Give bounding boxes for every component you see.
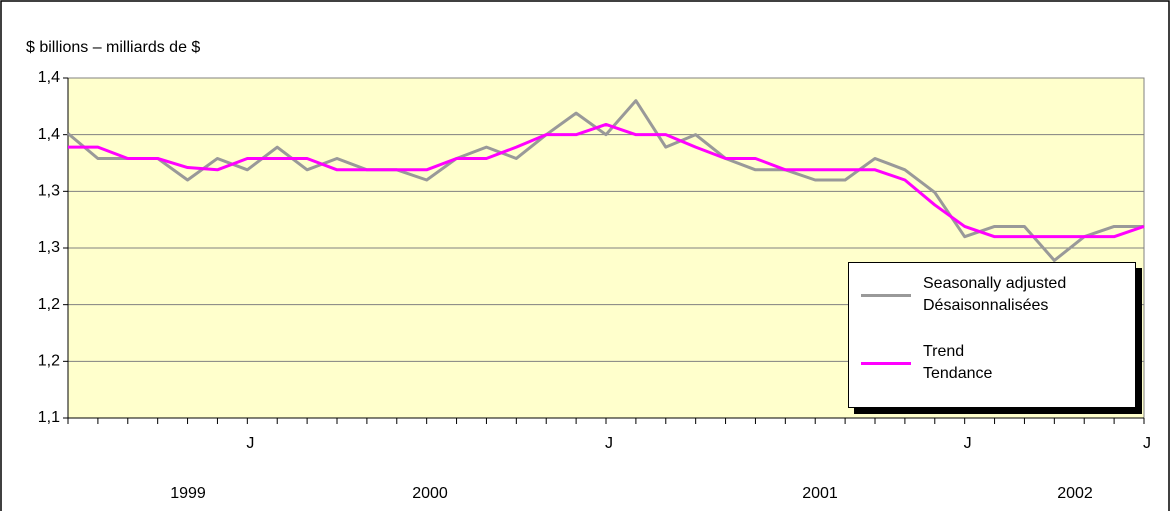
- year-label: 1999: [170, 485, 206, 502]
- legend-label: Seasonally adjusted Désaisonnalisées: [923, 275, 1067, 314]
- y-tick-label: 1,3: [38, 183, 60, 200]
- y-tick-label: 1,1: [38, 409, 60, 426]
- y-tick-label: 1,3: [38, 239, 60, 256]
- x-tick-label: J: [1143, 435, 1151, 452]
- series-line: [68, 122, 1145, 239]
- y-tick-label: 1,2: [38, 353, 60, 370]
- y-tick-label: 1,2: [38, 296, 60, 313]
- x-tick-label: J: [964, 435, 972, 452]
- year-label: 2001: [802, 485, 838, 502]
- legend-item: Seasonally adjusted Désaisonnalisées: [849, 273, 1066, 317]
- legend-label: Trend Tendance: [923, 343, 993, 382]
- y-tick-label: 1,4: [38, 126, 60, 143]
- chart-title: $ billions – milliards de $: [26, 39, 200, 56]
- legend-swatch: [861, 293, 911, 297]
- x-tick-label: J: [246, 435, 254, 452]
- x-tick-label: J: [605, 435, 613, 452]
- legend-item: Trend Tendance: [849, 341, 992, 385]
- year-label: 2002: [1057, 485, 1093, 502]
- series-line: [67, 99, 1144, 262]
- year-label: 2000: [412, 485, 448, 502]
- y-tick-label: 1,4: [38, 69, 60, 86]
- legend-swatch: [861, 361, 911, 365]
- legend: Seasonally adjusted Désaisonnalisées Tren…: [848, 262, 1136, 408]
